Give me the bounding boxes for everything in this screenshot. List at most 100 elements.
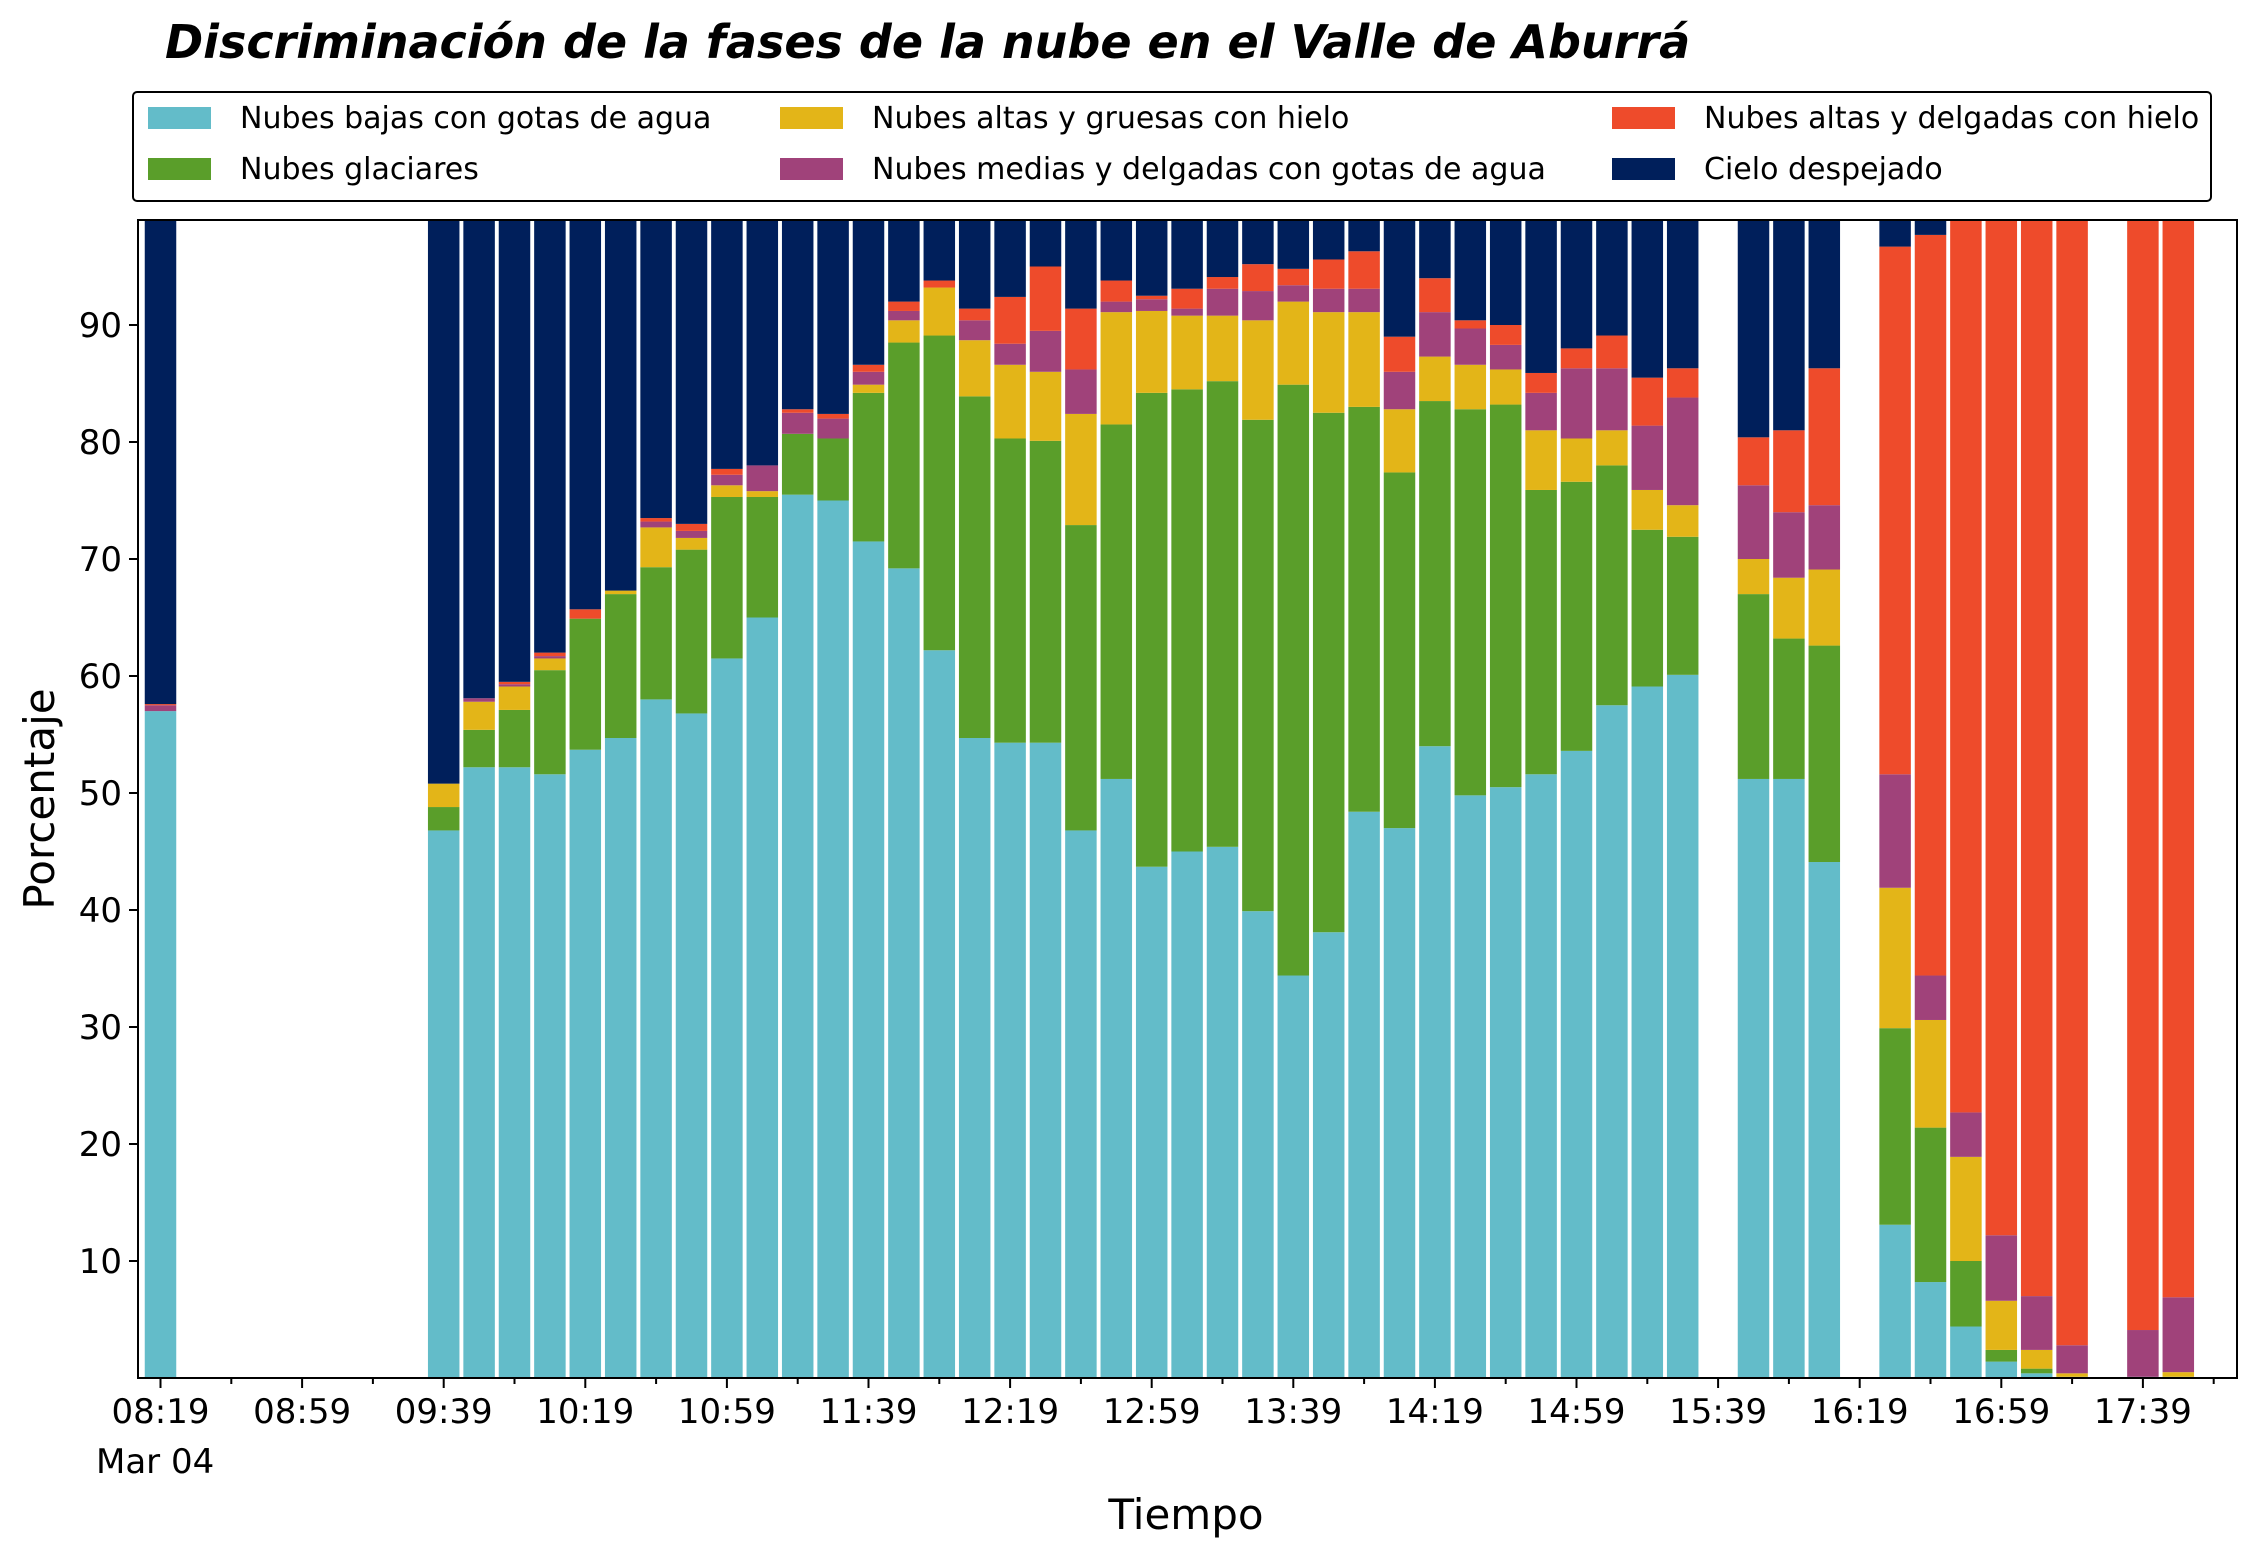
bar-segment — [144, 220, 177, 705]
bar-stack — [534, 220, 566, 1378]
bar-segment — [1985, 1361, 2018, 1378]
legend-swatch — [148, 107, 211, 129]
bar-segment — [958, 220, 991, 309]
bar-segment — [1242, 291, 1274, 321]
x-axis-label: Tiempo — [1107, 1490, 1263, 1539]
plot-frame — [137, 219, 2238, 1379]
bar-segment — [1666, 674, 1699, 1378]
bar-segment — [994, 742, 1026, 1378]
bar-segment — [1454, 364, 1487, 410]
y-tick-label: 30 — [79, 1008, 122, 1048]
x-tick-label: 16:19 — [1811, 1392, 1909, 1432]
bar-segment — [1914, 1127, 1947, 1283]
bar-segment — [1171, 315, 1203, 390]
bar-segment — [852, 364, 885, 372]
bar-segment — [2020, 1368, 2053, 1374]
bar-segment — [534, 658, 566, 671]
legend-swatch — [780, 107, 843, 129]
bar-segment — [1489, 369, 1522, 405]
bar-segment — [994, 438, 1026, 743]
x-tick-label: 12:19 — [961, 1392, 1059, 1432]
bar-segment — [498, 220, 531, 682]
bar-segment — [1489, 344, 1522, 370]
bar-segment — [569, 749, 602, 1378]
bar-segment — [1065, 830, 1097, 1378]
bar-segment — [1454, 220, 1487, 321]
bar-segment — [1631, 220, 1664, 378]
y-tick-label: 60 — [79, 657, 122, 697]
bar-segment — [1100, 312, 1133, 425]
bar-segment — [1596, 220, 1628, 336]
bar-stack — [1666, 220, 1699, 1378]
bar-segment — [1737, 220, 1770, 438]
bar-segment — [781, 409, 814, 413]
y-tick-label: 80 — [79, 423, 122, 463]
bar-stack — [746, 220, 779, 1378]
bar-segment — [711, 468, 743, 475]
bar-segment — [1100, 220, 1133, 281]
bar-segment — [1525, 392, 1557, 431]
bar-segment — [640, 567, 672, 700]
bar-segment — [711, 485, 743, 497]
bar-stack — [1737, 220, 1770, 1378]
bar-segment — [1560, 750, 1593, 1378]
bar-segment — [675, 537, 708, 550]
bar-segment — [1560, 438, 1593, 482]
legend-entry-label: Cielo despejado — [1704, 152, 1943, 187]
bar-segment — [1985, 1235, 2018, 1301]
bar-segment — [711, 496, 743, 659]
bar-stack — [1560, 220, 1593, 1378]
bar-segment — [463, 220, 495, 699]
bars-group — [144, 220, 2195, 1378]
bar-stack — [1914, 220, 1947, 1378]
bar-segment — [1525, 489, 1557, 775]
bar-segment — [1277, 285, 1310, 302]
bar-segment — [923, 220, 956, 281]
bar-stack — [1029, 220, 1062, 1378]
bar-stack — [1206, 220, 1239, 1378]
bar-segment — [1737, 778, 1770, 1378]
bar-segment — [1419, 220, 1451, 279]
bar-segment — [1100, 280, 1133, 302]
bar-segment — [463, 767, 495, 1378]
bar-segment — [1631, 377, 1664, 426]
bar-segment — [1808, 862, 1841, 1378]
bar-segment — [817, 438, 849, 501]
bar-segment — [675, 523, 708, 531]
bar-segment — [1985, 1300, 2018, 1350]
bar-segment — [1737, 485, 1770, 559]
bar-segment — [1737, 437, 1770, 486]
bar-segment — [817, 418, 849, 439]
bar-segment — [144, 705, 177, 712]
bar-stack — [1489, 220, 1522, 1378]
bar-segment — [746, 491, 779, 497]
bar-segment — [1808, 368, 1841, 506]
bar-segment — [2162, 220, 2195, 1298]
bar-segment — [1596, 705, 1628, 1378]
bar-segment — [1525, 372, 1557, 393]
bar-stack — [1454, 220, 1487, 1378]
legend-swatch — [148, 158, 211, 180]
bar-segment — [781, 412, 814, 434]
bar-segment — [498, 709, 531, 768]
bar-segment — [1100, 424, 1133, 779]
bar-segment — [1879, 1224, 1911, 1378]
bar-segment — [640, 220, 672, 519]
bar-segment — [1206, 220, 1239, 278]
y-axis: 10 20 30 40 50 60 70 80 90 — [79, 306, 138, 1282]
bar-stack — [1065, 220, 1097, 1378]
bar-segment — [781, 433, 814, 495]
bar-stack — [2162, 220, 2195, 1378]
bar-stack — [1135, 220, 1168, 1378]
bar-segment — [1171, 288, 1203, 309]
bar-segment — [463, 729, 495, 768]
bar-segment — [1029, 330, 1062, 372]
bar-segment — [2127, 1330, 2159, 1377]
bar-segment — [427, 830, 460, 1378]
bar-segment — [2020, 220, 2053, 1297]
bar-stack — [994, 220, 1026, 1378]
bar-segment — [1596, 368, 1628, 431]
bar-segment — [604, 594, 637, 739]
bar-segment — [1242, 264, 1274, 292]
bar-segment — [1383, 472, 1416, 829]
